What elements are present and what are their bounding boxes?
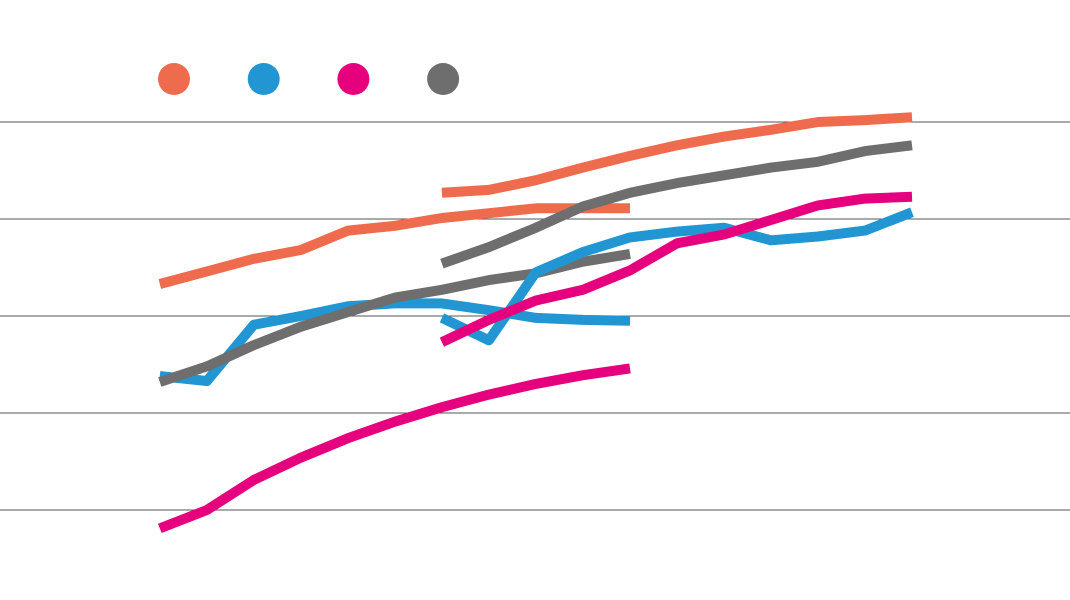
legend-marker — [337, 63, 370, 95]
line-series — [158, 203, 630, 289]
line-series — [439, 207, 914, 346]
legend-marker — [427, 63, 460, 95]
legend-marker — [247, 63, 280, 95]
legend-marker — [158, 63, 190, 95]
line-series — [441, 112, 913, 198]
line-series — [159, 298, 631, 386]
line-series — [440, 140, 913, 269]
line-series — [157, 363, 631, 534]
line-series — [439, 191, 913, 347]
